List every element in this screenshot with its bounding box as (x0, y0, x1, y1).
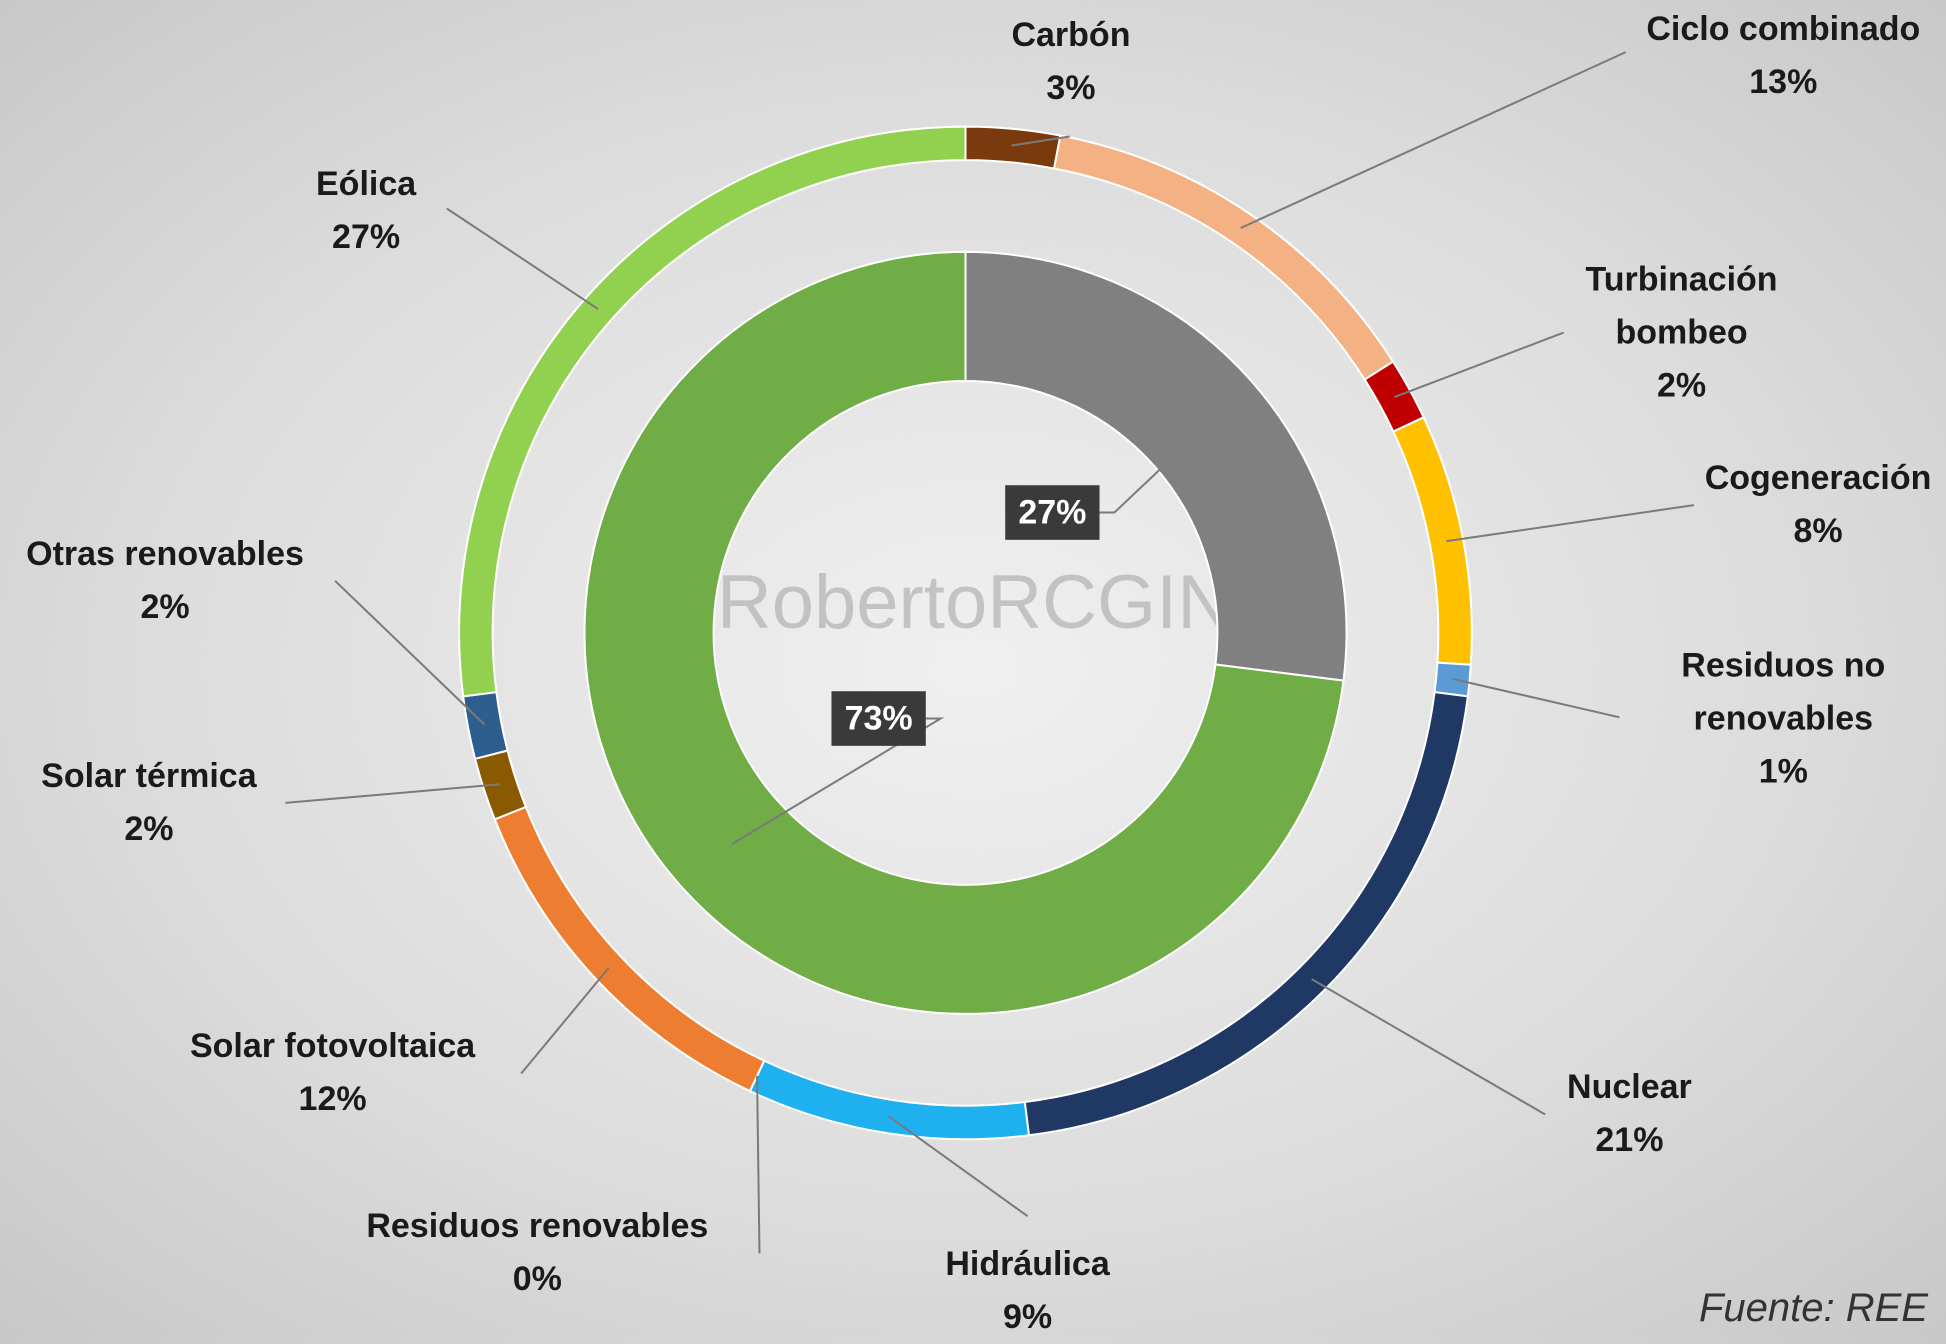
data-label: Solar térmica 2% (41, 750, 256, 856)
donut-segment (458, 125, 967, 698)
category-label: Turbinación bombeo (1585, 260, 1778, 352)
value-label: 0% (512, 1260, 562, 1299)
leader-line (1452, 678, 1620, 719)
category-label: Solar térmica (41, 756, 257, 795)
leader-line (1446, 504, 1695, 543)
donut-segment (964, 125, 1062, 170)
data-label: Residuos renovables 0% (366, 1200, 708, 1306)
leader-line (446, 207, 599, 310)
donut-segment (1433, 661, 1472, 698)
category-label: Hidráulica (945, 1244, 1110, 1283)
leader-line (1011, 135, 1070, 147)
leader-line (731, 717, 945, 845)
leader-line (1240, 51, 1627, 229)
category-label: Ciclo combinado (1646, 9, 1921, 48)
data-label: Turbinación bombeo 2% (1557, 253, 1805, 412)
data-label: Residuos no renovables 1% (1659, 639, 1907, 798)
watermark: @RobertoRCGING (640, 560, 1292, 645)
data-label: Ciclo combinado 13% (1646, 3, 1920, 109)
category-label: Residuos no renovables (1681, 646, 1886, 738)
value-label: 27% (1018, 494, 1086, 532)
leader-line (888, 1115, 1029, 1217)
label-box (831, 691, 926, 746)
category-label: Otras renovables (26, 534, 304, 573)
category-label: Carbón (1011, 16, 1131, 55)
value-label: 2% (1656, 366, 1707, 405)
value-label: 12% (298, 1080, 367, 1119)
leader-line (756, 1075, 761, 1254)
leader-line (1311, 978, 1546, 1116)
category-label: Eólica (316, 164, 417, 203)
value-label: 8% (1793, 512, 1843, 551)
value-label: 73% (845, 700, 913, 738)
category-label: Cogeneración (1704, 459, 1932, 498)
data-label: Hidráulica 9% (945, 1238, 1109, 1344)
label-box (1005, 485, 1100, 540)
leader-line (334, 580, 486, 726)
leader-line (1394, 331, 1565, 398)
value-label: 9% (1002, 1297, 1053, 1336)
data-label: Otras renovables 2% (26, 528, 304, 634)
value-label: 3% (1046, 69, 1096, 108)
leader-line (285, 783, 500, 804)
leader-line (1099, 468, 1162, 514)
value-label: 27% (332, 217, 401, 256)
value-label: 1% (1758, 752, 1808, 791)
value-label: 2% (140, 587, 190, 626)
leader-line (520, 967, 610, 1075)
donut-segment (462, 691, 509, 761)
data-label: Solar fotovoltaica 12% (190, 1020, 475, 1126)
donut-segment (964, 250, 1348, 682)
donut-segment (583, 250, 1345, 1015)
data-label: Nuclear 21% (1567, 1061, 1692, 1167)
category-label: Residuos renovables (366, 1207, 709, 1246)
category-label: Nuclear (1567, 1068, 1692, 1107)
donut-segment (748, 1059, 1031, 1141)
value-label: 21% (1595, 1121, 1664, 1160)
data-label: Eólica 27% (316, 158, 416, 264)
data-label: Cogeneración 8% (1705, 452, 1932, 558)
category-label: Solar fotovoltaica (189, 1027, 476, 1066)
donut-segment (1391, 415, 1473, 666)
value-label: 13% (1749, 62, 1818, 101)
source-note: Fuente: REE (1698, 1286, 1928, 1330)
data-label: Carbón 3% (1011, 9, 1130, 115)
value-label: 2% (124, 809, 174, 848)
